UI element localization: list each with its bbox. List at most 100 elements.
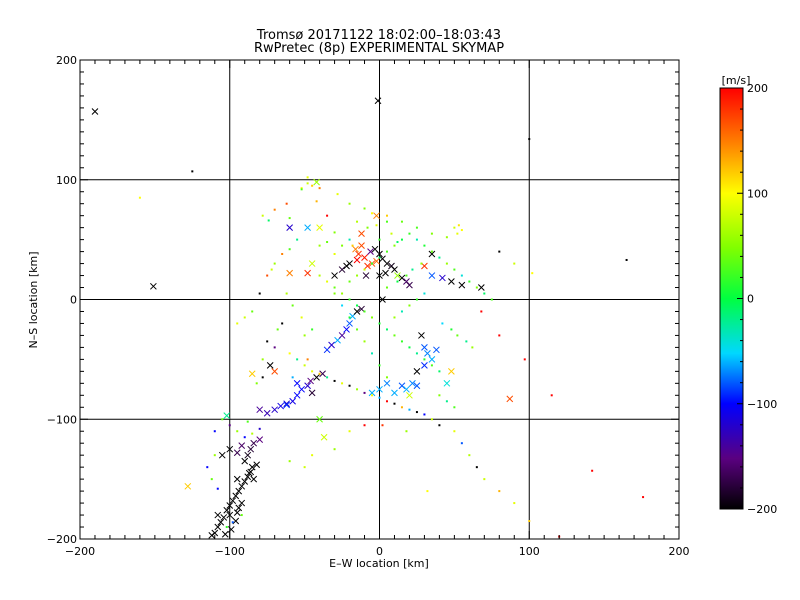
scatter-point-dot xyxy=(341,382,344,385)
scatter-point-x xyxy=(391,389,398,397)
scatter-point-dot xyxy=(400,220,403,223)
scatter-point-x xyxy=(368,389,376,397)
scatter-point-dot xyxy=(348,316,351,319)
scatter-point-dot xyxy=(400,310,403,313)
y-tick-labels: −200 −100 0 100 200 xyxy=(47,54,77,546)
scatter-point-x xyxy=(271,406,279,414)
scatter-point-x xyxy=(428,356,436,363)
scatter-point-dot xyxy=(311,328,314,331)
scatter-point-dot xyxy=(385,286,388,289)
scatter-point-dot xyxy=(371,352,374,355)
scatter-point-dot xyxy=(378,256,381,259)
scatter-point-dot xyxy=(385,220,388,223)
scatter-point-dot xyxy=(273,208,276,211)
scatter-point-dot xyxy=(266,274,269,277)
grid-lines xyxy=(80,60,679,539)
y-tick-label: −200 xyxy=(47,533,77,546)
scatter-point-x xyxy=(248,463,256,471)
scatter-point-x xyxy=(256,436,264,443)
scatter-point-dot xyxy=(415,298,418,301)
scatter-point-x xyxy=(304,224,311,232)
scatter-point-dot xyxy=(385,400,388,403)
scatter-point-x xyxy=(328,341,335,349)
scatter-point-dot xyxy=(348,430,351,433)
scatter-point-dot xyxy=(341,304,344,307)
scatter-point-x xyxy=(304,269,311,277)
scatter-point-dot xyxy=(333,286,336,289)
scatter-point-x xyxy=(406,281,413,289)
scatter-point-dot xyxy=(438,424,441,427)
scatter-point-dot xyxy=(300,316,303,319)
scatter-point-x xyxy=(421,344,428,351)
scatter-point-dot xyxy=(306,176,309,179)
scatter-point-dot xyxy=(475,466,478,469)
scatter-point-dot xyxy=(378,238,381,241)
scatter-point-dot xyxy=(348,202,351,205)
scatter-point-dot xyxy=(267,219,270,222)
scatter-point-x xyxy=(283,401,291,409)
scatter-point-dot xyxy=(333,231,336,234)
colorbar-label: [m/s] xyxy=(722,74,751,87)
scatter-point-dot xyxy=(356,388,359,391)
scatter-point-dot xyxy=(255,382,258,385)
scatter-point-x xyxy=(424,350,431,357)
scatter-point-x xyxy=(391,266,398,273)
scatter-point-dot xyxy=(460,274,463,277)
scatter-point-dot xyxy=(371,262,374,265)
scatter-point-dot xyxy=(285,292,288,295)
scatter-point-x xyxy=(244,473,252,481)
scatter-point-dot xyxy=(438,256,441,259)
scatter-point-dot xyxy=(251,432,254,435)
colorbar-tick-label: 200 xyxy=(747,82,768,95)
scatter-point-dot xyxy=(423,358,426,361)
scatter-point-x xyxy=(353,256,361,264)
scatter-point-dot xyxy=(381,424,384,427)
scatter-point-x xyxy=(398,274,406,282)
scatter-point-dot xyxy=(213,430,216,433)
scatter-point-dot xyxy=(348,298,351,301)
scatter-point-x xyxy=(307,377,314,385)
scatter-point-dot xyxy=(408,304,411,307)
scatter-point-x xyxy=(244,451,252,459)
scatter-point-dot xyxy=(266,340,269,343)
scatter-point-x xyxy=(238,482,246,490)
scatter-point-dot xyxy=(243,316,246,319)
scatter-point-x xyxy=(286,224,294,232)
scatter-point-x xyxy=(235,504,243,512)
scatter-point-x xyxy=(376,272,383,279)
scatter-point-x xyxy=(320,433,328,441)
scatter-point-dot xyxy=(333,448,336,451)
scatter-point-x xyxy=(220,514,228,521)
scatter-point-x xyxy=(313,373,320,381)
scatter-point-dot xyxy=(351,244,354,247)
colorbar-tick-label: 0 xyxy=(747,293,754,306)
scatter-point-x xyxy=(208,532,216,539)
scatter-point-x xyxy=(403,385,410,393)
scatter-point-dot xyxy=(303,466,306,469)
scatter-point-dot xyxy=(415,352,418,355)
scatter-point-dot xyxy=(191,170,194,173)
scatter-point-x xyxy=(293,379,301,387)
scatter-point-x xyxy=(241,457,249,465)
scatter-point-x xyxy=(338,266,346,273)
scatter-point-dot xyxy=(288,248,291,251)
scatter-point-x xyxy=(355,250,362,258)
scatter-point-x xyxy=(250,439,258,447)
scatter-point-x xyxy=(233,475,241,483)
scatter-point-dot xyxy=(356,328,359,331)
scatter-point-x xyxy=(383,260,391,267)
scatter-point-dot xyxy=(390,232,393,235)
scatter-point-x xyxy=(358,242,365,249)
scatter-point-dot xyxy=(356,304,359,307)
scatter-point-dot xyxy=(311,184,314,187)
scatter-point-dot xyxy=(528,138,531,141)
scatter-point-x xyxy=(248,370,256,378)
scatter-point-dot xyxy=(490,298,493,301)
scatter-point-dot xyxy=(460,442,463,445)
x-tick-label: −100 xyxy=(215,545,245,558)
scatter-point-x xyxy=(289,397,296,405)
scatter-point-dot xyxy=(438,394,441,397)
scatter-point-dot xyxy=(498,250,501,253)
scatter-point-dot xyxy=(411,268,414,271)
scatter-point-x xyxy=(364,262,371,270)
